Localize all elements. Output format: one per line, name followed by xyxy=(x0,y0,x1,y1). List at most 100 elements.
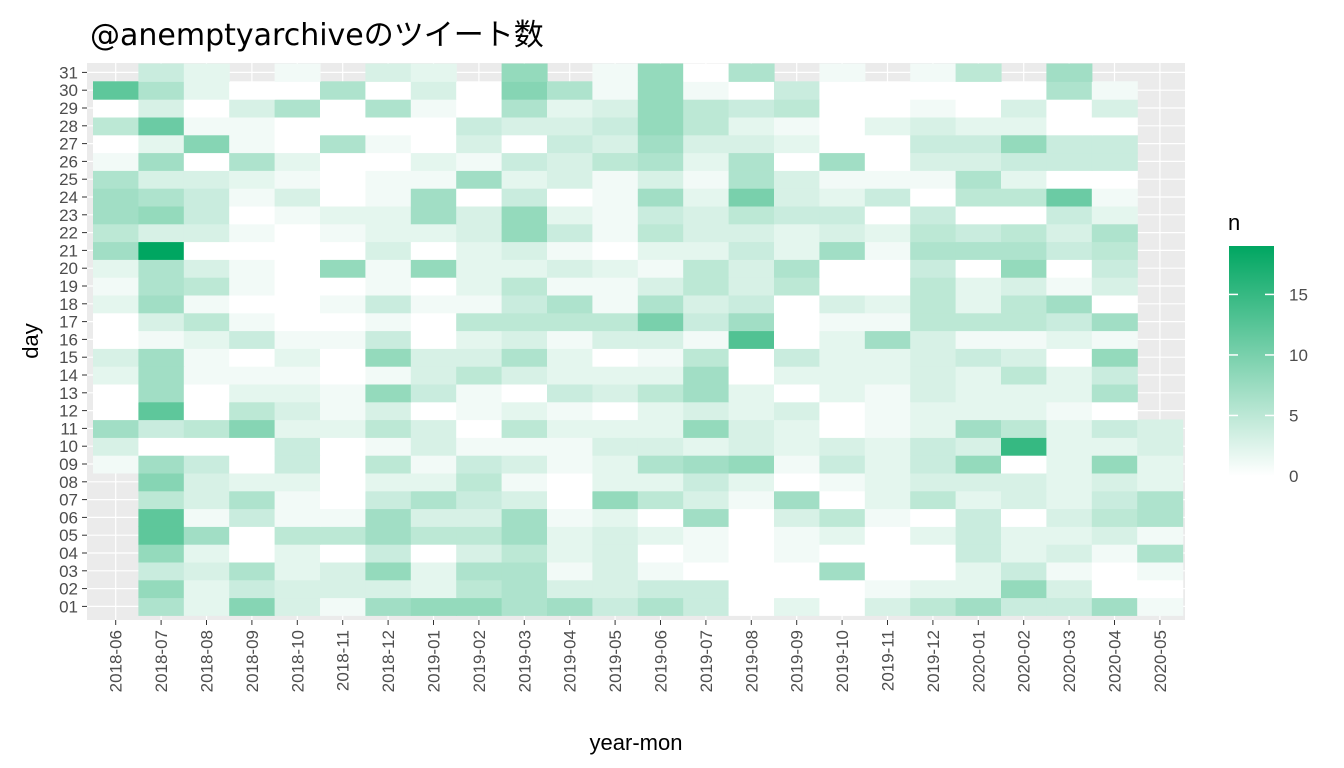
heatmap-tile xyxy=(910,294,957,314)
heatmap-tile xyxy=(1091,597,1138,616)
heatmap-tile xyxy=(683,348,730,367)
heatmap-tile xyxy=(1137,579,1184,599)
heatmap-tile xyxy=(547,259,593,278)
heatmap-tile xyxy=(183,383,230,403)
heatmap-tile xyxy=(1001,455,1047,474)
heatmap-tile xyxy=(955,472,1002,492)
heatmap-tile xyxy=(229,241,276,260)
heatmap-tile xyxy=(93,401,139,421)
x-tick-label: 2019-01 xyxy=(425,630,444,692)
y-tick-label: 14 xyxy=(59,366,78,385)
heatmap-tiles xyxy=(93,63,1184,616)
heatmap-tile xyxy=(547,401,593,421)
heatmap-tile xyxy=(592,597,639,616)
heatmap-tile xyxy=(683,383,730,403)
heatmap-tile xyxy=(501,490,548,510)
heatmap-tile xyxy=(365,312,412,332)
heatmap-tile xyxy=(93,223,139,243)
heatmap-tile xyxy=(864,544,911,563)
heatmap-tile xyxy=(819,241,866,260)
y-tick-label: 10 xyxy=(59,437,78,456)
heatmap-tile xyxy=(547,116,593,136)
heatmap-tile xyxy=(229,437,276,456)
heatmap-tile xyxy=(819,401,866,421)
heatmap-tile xyxy=(138,330,185,349)
heatmap-tile xyxy=(410,277,457,296)
heatmap-tile xyxy=(774,455,820,474)
x-tick-label: 2020-01 xyxy=(969,630,988,692)
heatmap-tile xyxy=(637,170,684,189)
heatmap-tile xyxy=(774,508,820,527)
heatmap-tile xyxy=(547,597,593,616)
heatmap-tile xyxy=(547,419,593,438)
heatmap-tile xyxy=(637,259,684,278)
heatmap-tile xyxy=(229,116,276,136)
x-tick-label: 2018-12 xyxy=(379,630,398,692)
heatmap-tile xyxy=(819,152,866,171)
heatmap-tile xyxy=(138,490,185,510)
heatmap-tile xyxy=(1091,366,1138,385)
heatmap-tile xyxy=(547,277,593,296)
heatmap-tile xyxy=(229,348,276,367)
heatmap-tile xyxy=(501,152,548,171)
heatmap-tile xyxy=(1091,401,1138,421)
heatmap-tile xyxy=(320,472,366,492)
heatmap-tile xyxy=(365,277,412,296)
heatmap-tile xyxy=(365,455,412,474)
y-axis-title: day xyxy=(18,323,43,358)
heatmap-tile xyxy=(592,544,639,563)
heatmap-tile xyxy=(774,277,820,296)
heatmap-tile xyxy=(1046,277,1093,296)
heatmap-tile xyxy=(864,294,911,314)
heatmap-tile xyxy=(637,437,684,456)
x-tick-label: 2019-10 xyxy=(833,630,852,692)
legend-label: 5 xyxy=(1289,406,1298,425)
heatmap-tile xyxy=(774,544,820,563)
heatmap-tile xyxy=(410,205,457,225)
heatmap-tile xyxy=(819,490,866,510)
heatmap-tile xyxy=(637,366,684,385)
heatmap-tile xyxy=(456,366,503,385)
heatmap-tile xyxy=(728,455,775,474)
heatmap-tile xyxy=(456,294,503,314)
heatmap-tile xyxy=(910,134,957,154)
heatmap-tile xyxy=(274,294,321,314)
heatmap-tile xyxy=(955,116,1002,136)
heatmap-tile xyxy=(592,348,639,367)
heatmap-tile xyxy=(592,561,639,581)
heatmap-tile xyxy=(910,490,957,510)
heatmap-tile xyxy=(774,401,820,421)
y-tick-label: 25 xyxy=(59,170,78,189)
heatmap-tile xyxy=(320,170,366,189)
heatmap-tile xyxy=(1001,366,1047,385)
heatmap-tile xyxy=(683,401,730,421)
heatmap-tile xyxy=(229,81,276,100)
heatmap-tile xyxy=(819,81,866,100)
heatmap-tile xyxy=(864,188,911,207)
heatmap-tile xyxy=(93,99,139,118)
heatmap-tile xyxy=(910,597,957,616)
heatmap-tile xyxy=(955,63,1002,82)
heatmap-tile xyxy=(864,437,911,456)
heatmap-tile xyxy=(547,348,593,367)
heatmap-tile xyxy=(1137,561,1184,581)
heatmap-tile xyxy=(955,205,1002,225)
x-tick-label: 2018-07 xyxy=(152,630,171,692)
heatmap-tile xyxy=(501,455,548,474)
heatmap-tile xyxy=(910,152,957,171)
heatmap-tile xyxy=(501,294,548,314)
heatmap-tile xyxy=(365,170,412,189)
heatmap-tile xyxy=(410,472,457,492)
heatmap-tile xyxy=(183,170,230,189)
heatmap-tile xyxy=(229,597,276,616)
heatmap-tile xyxy=(955,188,1002,207)
heatmap-tile xyxy=(728,223,775,243)
heatmap-tile xyxy=(637,348,684,367)
heatmap-tile xyxy=(1046,152,1093,171)
heatmap-tile xyxy=(547,437,593,456)
heatmap-tile xyxy=(274,472,321,492)
heatmap-tile xyxy=(274,241,321,260)
heatmap-tile xyxy=(1046,223,1093,243)
x-axis: 2018-06 2018-07 2018-08 2018-09 2018-10 2018-… xyxy=(107,620,1170,692)
heatmap-tile xyxy=(955,526,1002,545)
